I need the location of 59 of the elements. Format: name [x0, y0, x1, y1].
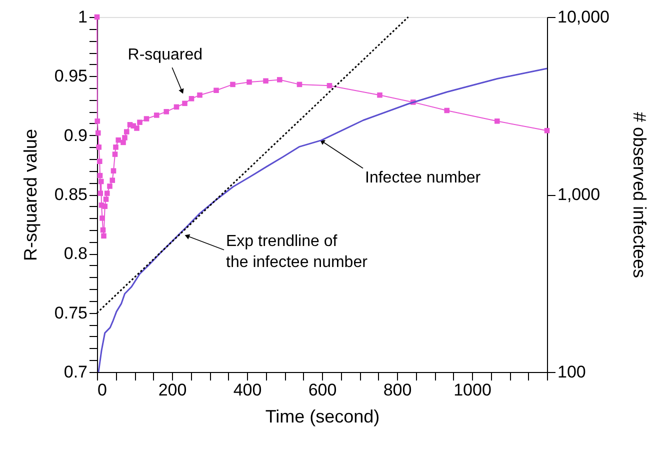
point	[122, 135, 128, 140]
point	[116, 137, 122, 143]
y-tick-label: 0.9	[64, 126, 88, 145]
x-tick-label: 200	[158, 380, 187, 400]
annotation: Exp trendline of the infectee number	[226, 232, 368, 271]
point	[182, 100, 188, 106]
point	[120, 140, 126, 146]
y2-axis-title: # observed infectees	[629, 112, 650, 278]
point	[124, 129, 130, 134]
point	[101, 233, 106, 239]
point	[246, 79, 252, 85]
point	[113, 144, 118, 150]
x-tick-label: 600	[308, 380, 337, 400]
point	[230, 82, 236, 88]
point	[197, 92, 202, 98]
point	[494, 118, 500, 124]
point	[96, 158, 102, 164]
y2-tick-label: 100	[558, 362, 586, 382]
point	[164, 109, 170, 114]
x-tick-label: 1000	[454, 380, 492, 400]
x-axis-title: Time (second)	[265, 406, 380, 426]
point	[98, 190, 104, 196]
point	[377, 92, 382, 98]
point	[94, 118, 100, 124]
y2-tick-label: 10,000	[558, 8, 610, 26]
y-tick-label: 1	[78, 8, 88, 26]
point	[104, 190, 110, 196]
point	[188, 96, 194, 102]
point	[100, 216, 105, 221]
point	[110, 168, 116, 174]
point	[144, 116, 150, 122]
point	[263, 78, 268, 84]
point	[103, 196, 109, 202]
point	[276, 77, 282, 82]
point	[96, 144, 102, 150]
x-tick-label: 800	[383, 380, 412, 400]
annotation: Infectee number	[365, 169, 482, 186]
point	[110, 178, 116, 183]
y-tick-label: 0.7	[64, 362, 88, 382]
y-tick-label: 0.8	[64, 244, 88, 264]
point	[112, 152, 118, 157]
y-tick-label: 0.85	[54, 185, 88, 204]
point	[326, 82, 332, 88]
y-tick-label: 0.95	[54, 66, 88, 86]
point	[102, 204, 108, 209]
y2-tick-label: 1,000	[558, 185, 600, 204]
x-tick-label: 0	[98, 380, 107, 400]
point	[95, 130, 101, 136]
annotation: R-squared	[128, 46, 202, 64]
point	[98, 178, 104, 184]
y-tick-label: 0.75	[54, 303, 88, 322]
x-tick-label: 400	[233, 380, 262, 400]
point	[154, 112, 160, 118]
point	[134, 126, 140, 131]
point	[214, 88, 219, 94]
point	[107, 184, 112, 189]
point	[137, 120, 142, 125]
point	[444, 108, 450, 114]
y-axis-title: R-squared value	[20, 128, 40, 262]
